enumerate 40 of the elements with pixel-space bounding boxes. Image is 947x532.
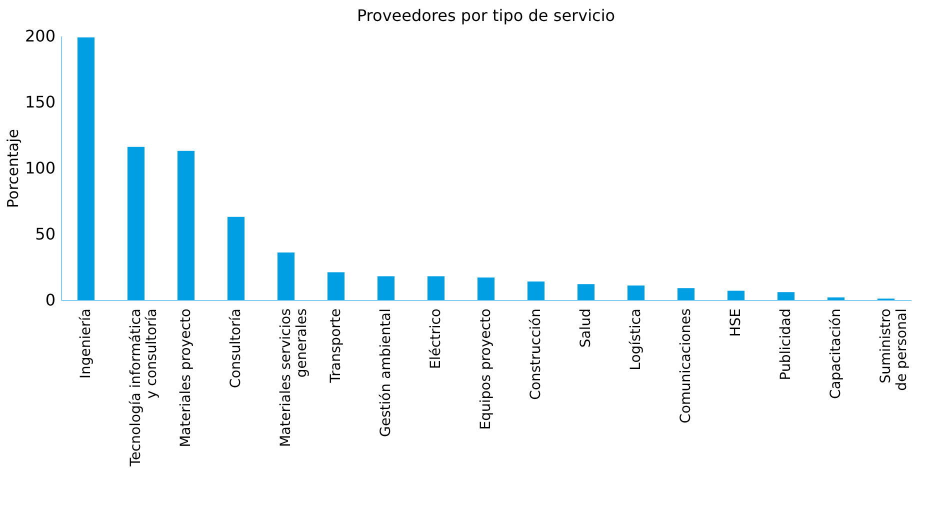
y-tick-label: 50: [35, 224, 56, 244]
y-tick-label: 150: [24, 92, 56, 112]
x-tick-label: Transporte: [328, 308, 344, 384]
x-tick-label: Consultoría: [228, 308, 244, 388]
bar: [728, 290, 744, 300]
bar: [478, 278, 494, 300]
bar: [228, 216, 244, 300]
x-tick-label: Tecnología informática y consultoría: [128, 308, 160, 468]
bar: [628, 285, 644, 300]
bar: [378, 276, 394, 300]
bar: [278, 252, 294, 300]
x-tick-label: Comunicaciones: [678, 308, 694, 424]
x-tick-label: HSE: [728, 308, 744, 337]
x-tick-label: Materiales proyecto: [178, 308, 194, 448]
x-tick-label: Construcción: [528, 308, 544, 400]
x-tick-label: Materiales servicios generales: [278, 308, 310, 448]
x-tick-label: Eléctrico: [428, 308, 444, 369]
x-tick-label: Ingeniería: [78, 308, 94, 379]
x-tick-label: Suministro de personal: [878, 308, 910, 391]
x-tick-label: Capacitación: [828, 308, 844, 400]
x-tick-label: Gestión ambiental: [378, 308, 394, 437]
y-tick-label: 0: [45, 290, 56, 310]
y-tick-label: 200: [24, 26, 56, 46]
bar: [428, 276, 444, 300]
y-tick-label: 100: [24, 158, 56, 178]
x-tick-label: Salud: [578, 308, 594, 348]
bar: [828, 297, 844, 300]
bar: [778, 292, 794, 300]
x-tick-label: Equipos proyecto: [478, 308, 494, 430]
y-axis-title: Porcentaje: [4, 129, 22, 208]
bar: [578, 284, 594, 300]
bar: [328, 272, 344, 300]
bar: [128, 146, 144, 300]
bar: [78, 37, 94, 300]
chart-title: Proveedores por tipo de servicio: [356, 6, 616, 25]
x-tick-label: Publicidad: [778, 308, 794, 380]
x-tick-label: Logística: [628, 308, 644, 370]
bar: [528, 282, 544, 300]
bar: [178, 150, 194, 300]
bar: [678, 288, 694, 300]
